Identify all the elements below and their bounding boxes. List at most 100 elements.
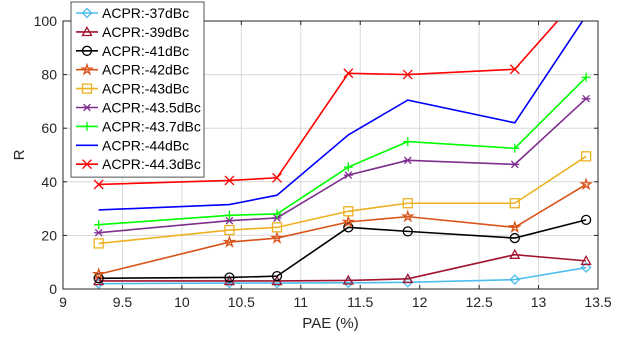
legend-entry: ACPR:-41dBc bbox=[76, 43, 189, 59]
legend-label: ACPR:-37dBc bbox=[102, 5, 189, 21]
data-point bbox=[579, 177, 593, 191]
data-point bbox=[272, 172, 282, 183]
legend-label: ACPR:-43.7dBc bbox=[102, 118, 201, 134]
y-tick-label: 40 bbox=[41, 174, 57, 190]
data-point bbox=[580, 262, 592, 273]
data-point bbox=[507, 220, 522, 234]
data-point bbox=[91, 267, 106, 281]
series-line bbox=[98, 183, 587, 276]
data-point bbox=[581, 72, 591, 82]
data-point bbox=[223, 275, 236, 286]
data-point bbox=[81, 83, 93, 94]
x-tick-label: 13.5 bbox=[584, 294, 611, 310]
data-point bbox=[80, 62, 94, 76]
x-tick-label: 10 bbox=[174, 294, 190, 310]
data-point bbox=[400, 209, 415, 223]
y-tick-label: 100 bbox=[34, 13, 58, 29]
data-point bbox=[343, 171, 353, 179]
data-point bbox=[510, 143, 520, 153]
ticks: 9 9.5 10 10.5 11 11.5 12 12.5 13 13.5 0 20 40 60 80 100 bbox=[34, 13, 612, 310]
data-point bbox=[93, 238, 104, 249]
data-point bbox=[403, 156, 413, 165]
series-8 bbox=[98, 21, 584, 211]
axes-box bbox=[62, 20, 599, 290]
data-point bbox=[93, 275, 105, 286]
series-3 bbox=[93, 214, 592, 284]
legend-label: ACPR:-41dBc bbox=[102, 43, 189, 59]
y-tick-label: 0 bbox=[49, 281, 57, 297]
x-tick-label: 13 bbox=[531, 294, 547, 310]
data-point bbox=[342, 274, 354, 285]
data-point bbox=[402, 69, 413, 80]
data-point bbox=[82, 159, 92, 170]
data-point bbox=[402, 226, 413, 237]
x-tick-label: 9.5 bbox=[113, 294, 133, 310]
data-point bbox=[224, 216, 234, 225]
legend-label: ACPR:-43dBc bbox=[102, 81, 189, 97]
data-point bbox=[81, 7, 93, 19]
series-line bbox=[98, 266, 587, 285]
data-point bbox=[509, 198, 520, 209]
data-point bbox=[343, 68, 354, 79]
legend-label: ACPR:-42dBc bbox=[102, 62, 189, 78]
data-point bbox=[343, 162, 353, 172]
data-point bbox=[402, 198, 413, 209]
x-tick-label: 12 bbox=[412, 294, 428, 310]
legend-label: ACPR:-39dBc bbox=[102, 24, 189, 40]
series-6 bbox=[94, 94, 591, 237]
legend-entry: ACPR:-44dBc bbox=[76, 137, 189, 153]
legend-label: ACPR:-44.3dBc bbox=[102, 156, 201, 172]
x-tick-label: 11.5 bbox=[347, 294, 373, 310]
legend-label: ACPR:-44dBc bbox=[102, 137, 189, 153]
legend-entry: ACPR:-37dBc bbox=[76, 5, 189, 21]
x-tick-label: 9 bbox=[59, 294, 67, 310]
legend-entry: ACPR:-43.5dBc bbox=[76, 100, 201, 116]
y-tick-label: 60 bbox=[41, 120, 57, 136]
y-tick-label: 80 bbox=[41, 67, 57, 83]
data-point bbox=[224, 210, 234, 220]
data-point bbox=[82, 121, 92, 131]
x-tick-label: 11 bbox=[294, 294, 309, 310]
data-point bbox=[580, 214, 592, 226]
data-point bbox=[580, 151, 592, 162]
series-line bbox=[98, 219, 587, 280]
data-point bbox=[509, 64, 520, 75]
series-group bbox=[91, 21, 593, 289]
data-point bbox=[81, 45, 93, 56]
legend-label: ACPR:-43.5dBc bbox=[102, 100, 201, 116]
data-point bbox=[509, 232, 520, 244]
series-9 bbox=[93, 21, 559, 190]
x-tick-label: 12.5 bbox=[465, 294, 492, 310]
series-7 bbox=[94, 72, 591, 230]
data-point bbox=[271, 222, 283, 233]
data-point bbox=[402, 272, 414, 284]
data-point bbox=[341, 214, 356, 228]
data-point bbox=[270, 230, 284, 244]
x-tick-label: 10.5 bbox=[228, 294, 255, 310]
legend-entry: ACPR:-43dBc bbox=[76, 81, 189, 97]
data-point bbox=[343, 206, 354, 217]
legend-entry: ACPR:-42dBc bbox=[76, 62, 189, 78]
y-tick-label: 20 bbox=[41, 227, 57, 243]
data-point bbox=[510, 160, 520, 169]
data-point bbox=[224, 272, 235, 283]
data-point bbox=[82, 103, 92, 112]
data-point bbox=[224, 175, 235, 186]
data-point bbox=[222, 234, 237, 248]
data-point bbox=[509, 274, 521, 286]
data-point bbox=[81, 26, 93, 37]
legend-entry: ACPR:-44.3dBc bbox=[76, 156, 201, 172]
series-line bbox=[98, 155, 587, 245]
data-point bbox=[94, 228, 104, 237]
data-point bbox=[580, 255, 592, 266]
data-point bbox=[272, 209, 282, 219]
series-4 bbox=[91, 177, 593, 281]
legend-entry: ACPR:-43.7dBc bbox=[76, 118, 201, 134]
legend: ACPR:-37dBc ACPR:-39dBc ACPR:-41dBc ACPR:-4… bbox=[70, 1, 205, 178]
series-line bbox=[98, 253, 587, 282]
data-point bbox=[224, 224, 235, 236]
data-point bbox=[509, 248, 521, 259]
data-point bbox=[581, 94, 591, 103]
